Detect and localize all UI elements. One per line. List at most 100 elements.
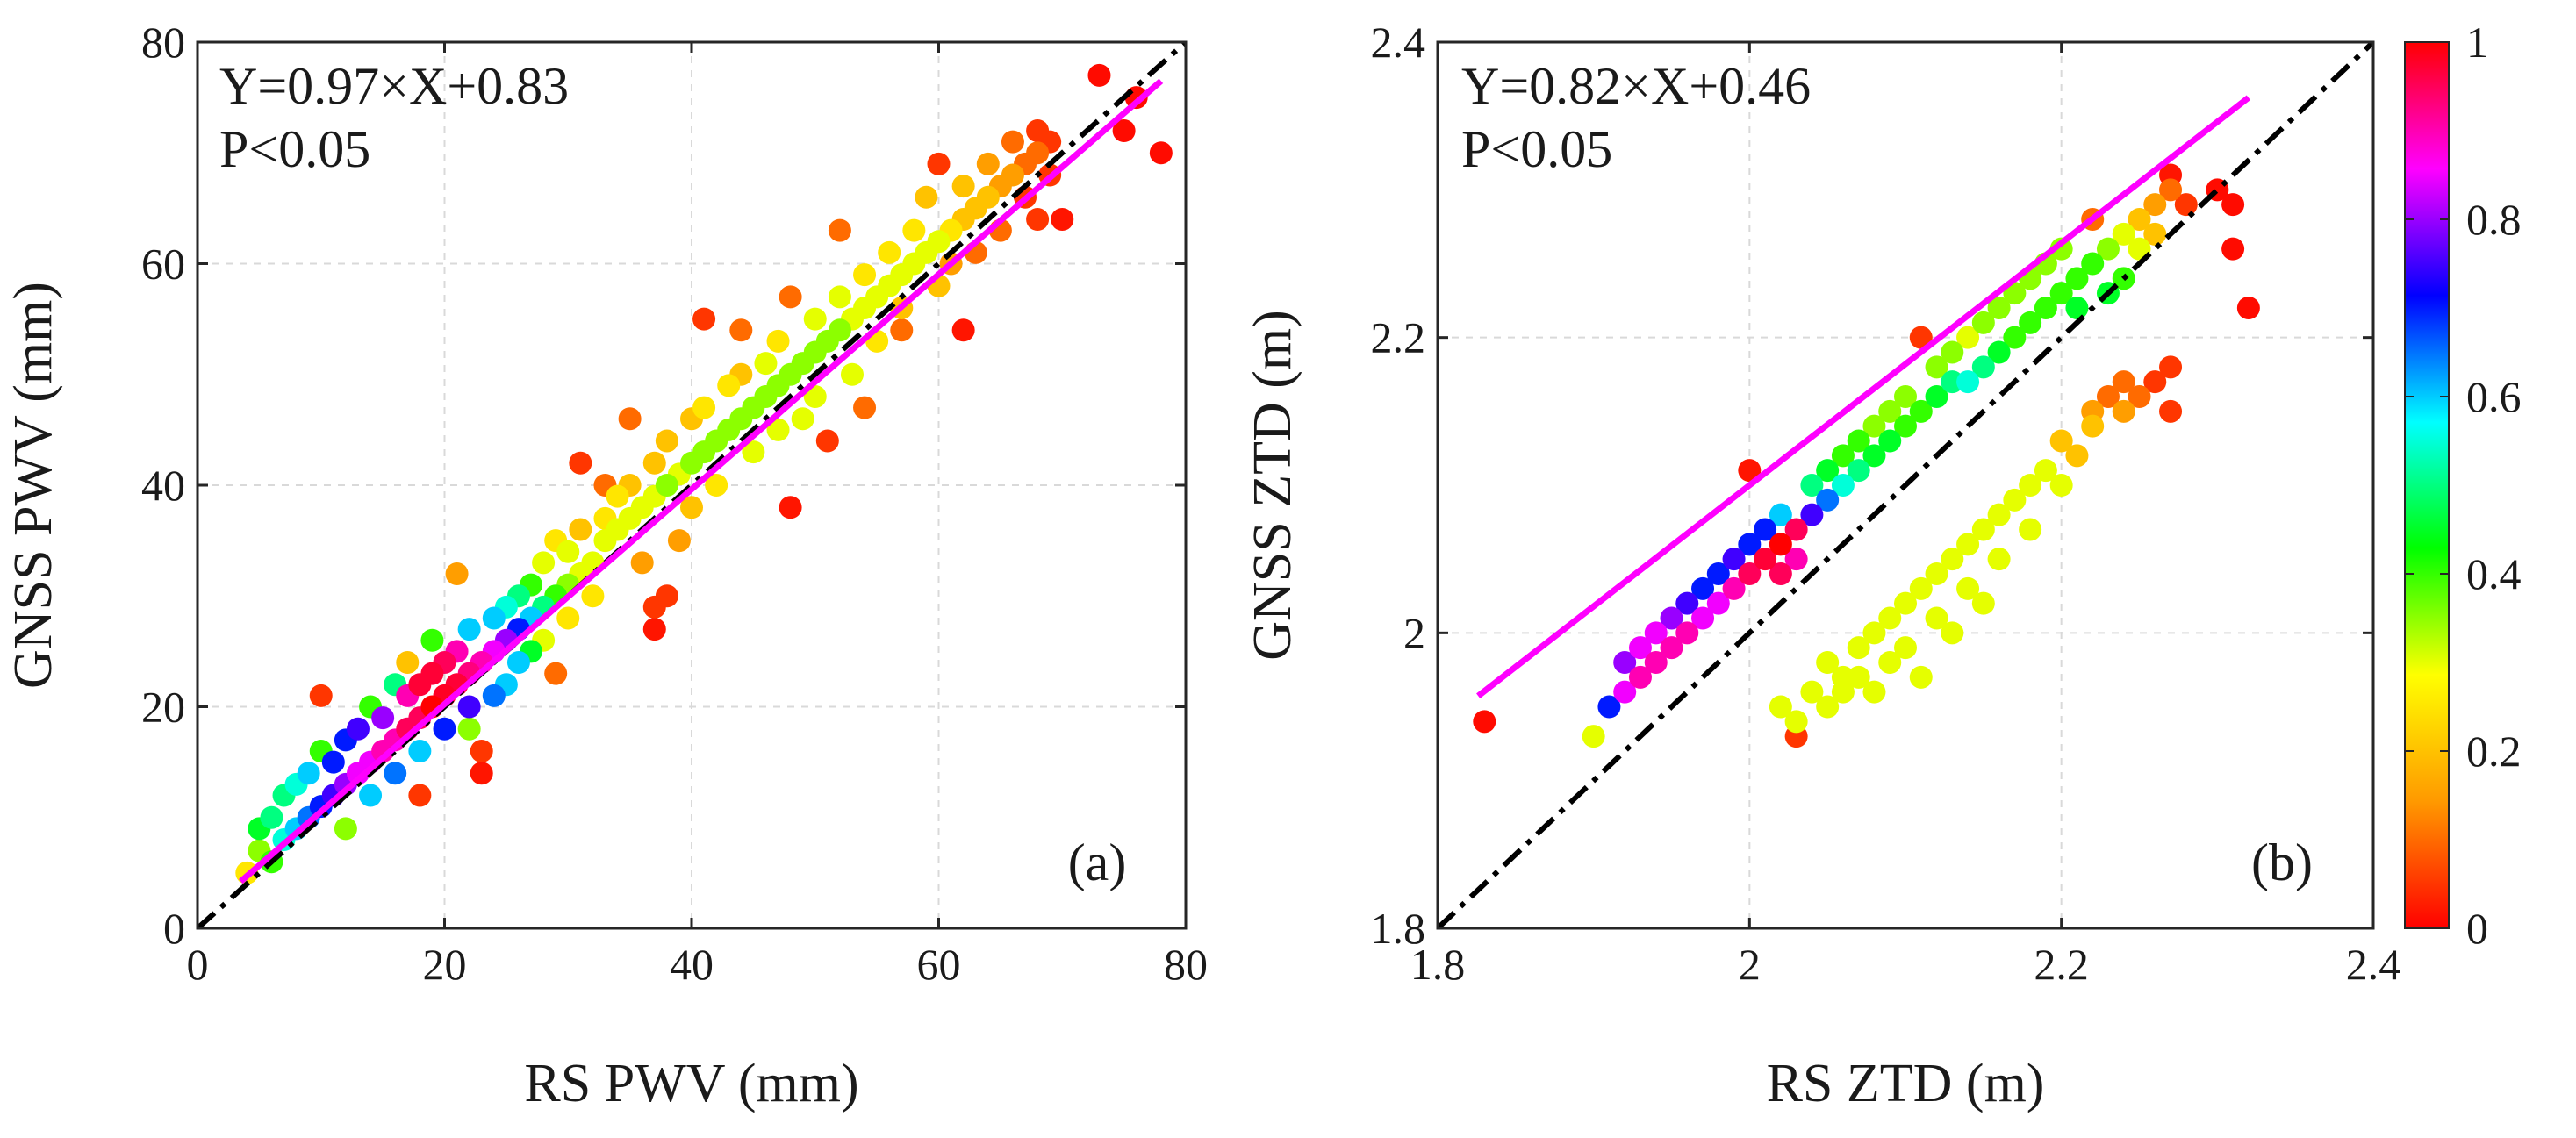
scatter-point: [1675, 621, 1699, 645]
p-value-a: P<0.05: [219, 120, 370, 178]
scatter-point: [2112, 222, 2135, 246]
x-tick-label: 0: [187, 940, 209, 989]
y-tick-label: 60: [141, 240, 185, 289]
scatter-point: [692, 307, 716, 331]
scatter-point: [482, 684, 506, 707]
scatter-point: [2221, 237, 2245, 261]
scatter-point: [766, 418, 790, 441]
scatter-point: [2081, 414, 2105, 438]
regression-fit-line: [238, 78, 1164, 884]
scatter-point: [927, 230, 951, 254]
scatter-point: [1691, 576, 1715, 600]
scatter-point: [1784, 710, 1808, 734]
scatter-point: [1971, 311, 1995, 334]
scatter-point: [1956, 370, 1980, 394]
scatter-point: [742, 440, 765, 464]
scatter-point: [803, 307, 827, 331]
scatter-point: [420, 628, 444, 652]
scatter-point: [556, 606, 580, 630]
scatter-point: [359, 784, 383, 807]
panel-b: 1.8 2 2.2 2.4 1.8 2 2.2 2.4 RS ZTD (m) GNSS ZT…: [1243, 18, 2400, 1113]
scatter-point: [1613, 651, 1637, 674]
scatter-point: [420, 662, 444, 685]
scatter-point: [408, 740, 432, 762]
scatter-point: [828, 285, 851, 309]
scatter-point: [2065, 267, 2089, 290]
scatter-point: [680, 496, 703, 519]
scatter-point: [840, 362, 864, 386]
scatter-point: [2081, 252, 2105, 276]
scatter-point: [1051, 208, 1074, 231]
scatter-point: [309, 684, 333, 707]
scatter-point: [1878, 606, 1902, 630]
x-tick-label: 2: [1739, 940, 1761, 989]
scatter-point: [1660, 606, 1683, 630]
scatter-point: [1597, 695, 1621, 719]
scatter-point: [692, 396, 716, 419]
scatter-point: [1925, 355, 1948, 379]
scatter-point: [2174, 193, 2198, 217]
scatter-point: [1149, 141, 1173, 165]
scatter-point: [2112, 399, 2135, 423]
scatter-point: [396, 651, 420, 674]
scatter-point: [457, 618, 481, 641]
colorbar-ticks: 0 0.2 0.4 0.6 0.8 1: [2405, 18, 2522, 953]
scatter-point: [1831, 474, 1855, 497]
regression-fit-line: [1476, 95, 2251, 698]
scatter-point: [2159, 355, 2183, 379]
scatter-point: [1987, 503, 2011, 526]
x-axis-label-b: RS ZTD (m): [1767, 1054, 2045, 1113]
scatter-point: [1956, 533, 1980, 556]
scatter-point: [1026, 141, 1050, 165]
scatter-point: [1738, 562, 1762, 585]
scatter-point: [2143, 222, 2167, 246]
scatter-point: [2143, 193, 2167, 217]
scatter-point: [1769, 503, 1792, 526]
scatter-point: [2065, 297, 2089, 319]
scatter-point: [371, 706, 395, 730]
scatter-point: [1001, 130, 1024, 154]
scatter-point: [1613, 680, 1637, 704]
colorbar-tick-label: 0: [2466, 904, 2488, 953]
grid-b: [1438, 42, 2373, 928]
scatter-point: [1769, 533, 1792, 556]
scatter-point: [1831, 680, 1855, 704]
scatter-point: [346, 717, 370, 741]
scatter-point: [1847, 636, 1870, 660]
colorbar-tick-label: 0.2: [2466, 726, 2522, 776]
scatter-point: [1894, 636, 1917, 660]
scatter-point: [1784, 518, 1808, 541]
colorbar-tick-label: 0.8: [2466, 195, 2522, 244]
scatter-point: [828, 218, 851, 242]
scatter-point: [2096, 237, 2120, 261]
y-axis-label-a: GNSS PWV (mm): [4, 282, 63, 689]
scatter-point: [606, 484, 629, 508]
scatter-point: [927, 152, 951, 175]
scatter-point: [655, 584, 678, 608]
scatter-point: [1660, 636, 1683, 660]
scatter-point: [1800, 503, 1824, 526]
scatter-point: [1956, 326, 1980, 349]
scatter-point: [1722, 548, 1746, 571]
scatter-point: [2128, 385, 2151, 408]
regression-equation-b: Y=0.82×X+0.46: [1461, 57, 1811, 115]
scatter-point: [1001, 163, 1024, 187]
panel-label-a: (a): [1068, 834, 1127, 891]
scatter-point: [1816, 651, 1840, 674]
colorbar-gradient: [2404, 41, 2450, 929]
scatter-point: [1816, 488, 1840, 512]
scatter-point: [1862, 444, 1886, 468]
scatter-point: [951, 175, 975, 198]
scatter-point: [1987, 340, 2011, 364]
scatter-point: [2236, 297, 2260, 319]
scatter-point: [1847, 459, 1870, 483]
scatter-point: [297, 762, 320, 785]
scatter-point: [1628, 636, 1652, 660]
scatter-point: [1894, 414, 1917, 438]
scatter-point: [1800, 680, 1824, 704]
scatter-point: [1784, 548, 1808, 571]
scatter-point: [878, 240, 901, 264]
scatter-point: [1909, 399, 1933, 423]
scatter-point: [2128, 237, 2151, 261]
scatter-point: [779, 496, 802, 519]
